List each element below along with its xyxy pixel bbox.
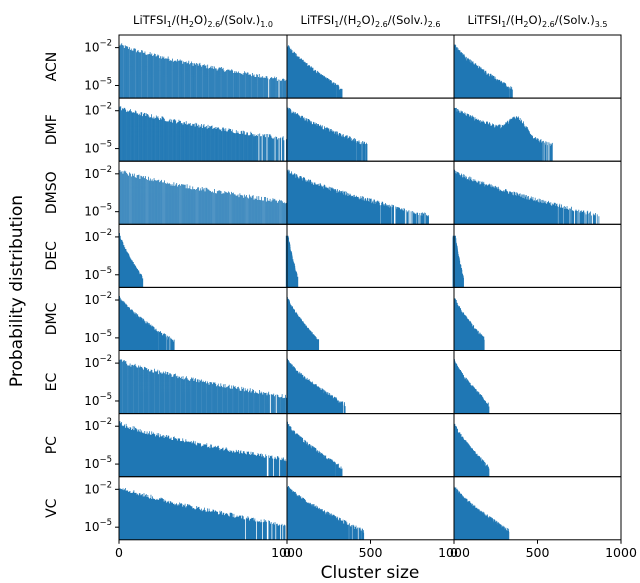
panel-pc-3 bbox=[453, 413, 622, 478]
histogram-bars bbox=[285, 235, 299, 288]
histogram-bars bbox=[286, 106, 368, 162]
histogram-bars bbox=[118, 233, 144, 288]
histogram-bars bbox=[118, 295, 175, 351]
bars bbox=[453, 107, 553, 162]
y-tick-label: 10−5 bbox=[84, 266, 112, 282]
panel-dmf-2 bbox=[286, 97, 455, 162]
panel-pc-2 bbox=[286, 413, 455, 478]
histogram-bars bbox=[286, 168, 429, 225]
panel-vc-3: 0 500 1000 bbox=[450, 476, 637, 560]
bars bbox=[118, 295, 175, 351]
y-tick-label: 10−5 bbox=[84, 518, 112, 534]
histogram-bars bbox=[453, 44, 513, 99]
y-tick-label: 10−5 bbox=[84, 329, 112, 345]
row-label-dmso: DMSO bbox=[44, 171, 60, 214]
panel-acn-3 bbox=[453, 34, 622, 99]
panel-frame bbox=[286, 223, 455, 288]
bars bbox=[452, 235, 464, 288]
row-label-dec: DEC bbox=[44, 241, 60, 271]
bars bbox=[453, 423, 490, 477]
x-tick-label: 0 bbox=[450, 545, 458, 560]
column-header-2: LiTFSI1/(H2O)2.6/(Solv.)2.6 bbox=[301, 13, 441, 29]
y-tick-label: 10−2 bbox=[84, 291, 112, 307]
panel-dmc-2 bbox=[286, 286, 455, 351]
histogram-bars bbox=[286, 421, 343, 477]
column-headers: LiTFSI1/(H2O)2.6/(Solv.)1.0 LiTFSI1/(H2O)… bbox=[133, 13, 607, 29]
column-header-3: LiTFSI1/(H2O)2.6/(Solv.)3.5 bbox=[468, 13, 608, 29]
y-tick-label: 10−5 bbox=[84, 455, 112, 471]
panel-dec-1: 10−2 10−5 bbox=[84, 223, 288, 288]
histogram-bars bbox=[453, 107, 553, 162]
x-tick-label: 1000 bbox=[605, 545, 637, 560]
row-label-pc: PC bbox=[44, 436, 60, 454]
x-tick-label: 500 bbox=[359, 545, 383, 560]
panel-grid: ACN 10−2 10−5 DMF 10−2 10−5 DMSO 10−2 10−5 DEC 10−… bbox=[44, 34, 637, 560]
bars bbox=[286, 358, 346, 414]
histogram-bars bbox=[286, 358, 346, 414]
y-tick-label: 10−5 bbox=[84, 392, 112, 408]
histogram-bars bbox=[453, 486, 510, 540]
histogram-bars bbox=[453, 298, 485, 351]
histogram-bars bbox=[286, 486, 365, 540]
panel-frame bbox=[118, 223, 288, 288]
y-tick-label: 10−5 bbox=[84, 76, 112, 92]
y-tick-label: 10−5 bbox=[84, 203, 112, 219]
x-tick-label: 1000 bbox=[271, 545, 303, 560]
panel-acn-2 bbox=[286, 34, 455, 99]
bars bbox=[118, 233, 144, 288]
panel-dmso-3 bbox=[453, 160, 622, 225]
histogram-bars bbox=[286, 297, 320, 351]
panel-dmc-1: 10−2 10−5 bbox=[84, 286, 288, 351]
bars bbox=[453, 169, 600, 225]
panel-dmf-3 bbox=[453, 97, 622, 162]
x-tick-label: 1000 bbox=[438, 545, 470, 560]
y-tick-label: 10−2 bbox=[84, 480, 112, 496]
bars bbox=[286, 45, 343, 99]
x-tick-label: 0 bbox=[283, 545, 291, 560]
panel-dmc-3 bbox=[453, 286, 622, 351]
column-header-1: LiTFSI1/(H2O)2.6/(Solv.)1.0 bbox=[133, 13, 273, 29]
row-label-dmc: DMC bbox=[44, 302, 60, 335]
x-tick-label: 0 bbox=[115, 545, 123, 560]
histogram-bars bbox=[286, 45, 343, 99]
bars bbox=[453, 486, 510, 540]
row-label-acn: ACN bbox=[44, 52, 60, 82]
bars bbox=[286, 421, 343, 477]
bars bbox=[453, 359, 490, 414]
x-tick-label: 500 bbox=[526, 545, 550, 560]
row-label-dmf: DMF bbox=[44, 114, 60, 145]
bars bbox=[453, 298, 485, 351]
bars bbox=[285, 235, 299, 288]
row-label-ec: EC bbox=[44, 373, 60, 392]
y-tick-label: 10−2 bbox=[84, 165, 112, 181]
y-axis-label: Probability distribution bbox=[7, 195, 27, 387]
x-axis-label: Cluster size bbox=[321, 563, 420, 583]
histogram-bars bbox=[453, 359, 490, 414]
histogram-bars bbox=[452, 235, 464, 288]
panel-dec-2 bbox=[285, 223, 455, 288]
y-tick-label: 10−5 bbox=[84, 140, 112, 156]
histogram-bars bbox=[453, 423, 490, 477]
y-tick-label: 10−2 bbox=[84, 228, 112, 244]
panel-dmso-2 bbox=[286, 160, 455, 225]
panel-ec-2 bbox=[286, 350, 455, 415]
y-tick-label: 10−2 bbox=[84, 102, 112, 118]
bars bbox=[286, 297, 320, 351]
bars bbox=[286, 486, 365, 540]
panel-pc-1: 10−2 10−5 bbox=[84, 413, 321, 478]
bars bbox=[286, 106, 368, 162]
row-label-vc: VC bbox=[44, 498, 60, 518]
bars bbox=[453, 44, 513, 99]
y-tick-label: 10−2 bbox=[84, 417, 112, 433]
panel-vc-2: 0 500 1000 bbox=[283, 476, 470, 560]
y-tick-label: 10−2 bbox=[84, 39, 112, 55]
panel-dec-3 bbox=[452, 223, 622, 288]
histogram-bars bbox=[453, 169, 600, 225]
y-tick-label: 10−2 bbox=[84, 354, 112, 370]
bars bbox=[286, 168, 429, 225]
panel-frame bbox=[453, 223, 622, 288]
panel-ec-3 bbox=[453, 350, 622, 415]
